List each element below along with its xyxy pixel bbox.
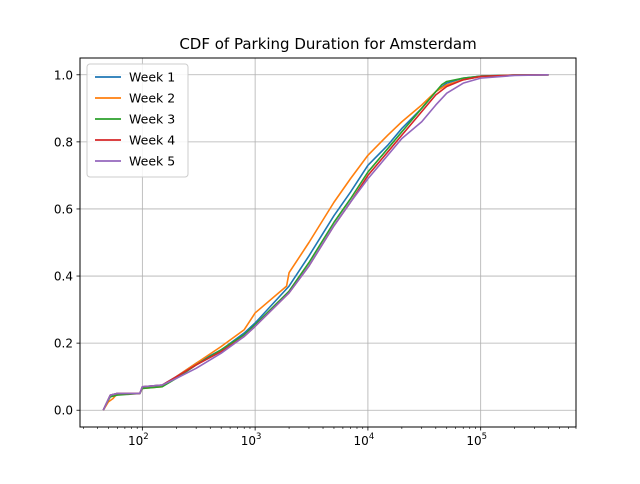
y-tick-label: 0.2 xyxy=(54,337,73,351)
plot-frame xyxy=(79,57,577,428)
x-tick-label: 103 xyxy=(241,432,262,448)
x-tick-label: 104 xyxy=(354,432,375,448)
legend-label: Week 3 xyxy=(129,112,175,127)
series-line-week-5 xyxy=(102,73,549,411)
legend-label: Week 4 xyxy=(129,133,175,148)
x-tick-label: 102 xyxy=(128,432,149,448)
axis-layer: 102 103 104 105 0.0 0.2 0.4 0.6 0.8 1.0 xyxy=(54,68,577,448)
legend-label: Week 5 xyxy=(129,154,175,169)
x-tick-label: 105 xyxy=(466,432,487,448)
series-layer xyxy=(102,73,549,411)
y-tick-label: 1.0 xyxy=(54,68,73,82)
y-tick-label: 0.0 xyxy=(54,404,73,418)
y-tick-label: 0.8 xyxy=(54,135,73,149)
legend-label: Week 2 xyxy=(129,91,175,106)
y-tick-label: 0.6 xyxy=(54,202,73,216)
y-tick-label: 0.4 xyxy=(54,270,73,284)
legend-box xyxy=(86,63,189,178)
legend: Week 1 Week 2 Week 3 Week 4 Week 5 xyxy=(86,63,189,178)
chart-title: CDF of Parking Duration for Amsterdam xyxy=(179,35,476,53)
legend-label: Week 1 xyxy=(129,70,175,85)
